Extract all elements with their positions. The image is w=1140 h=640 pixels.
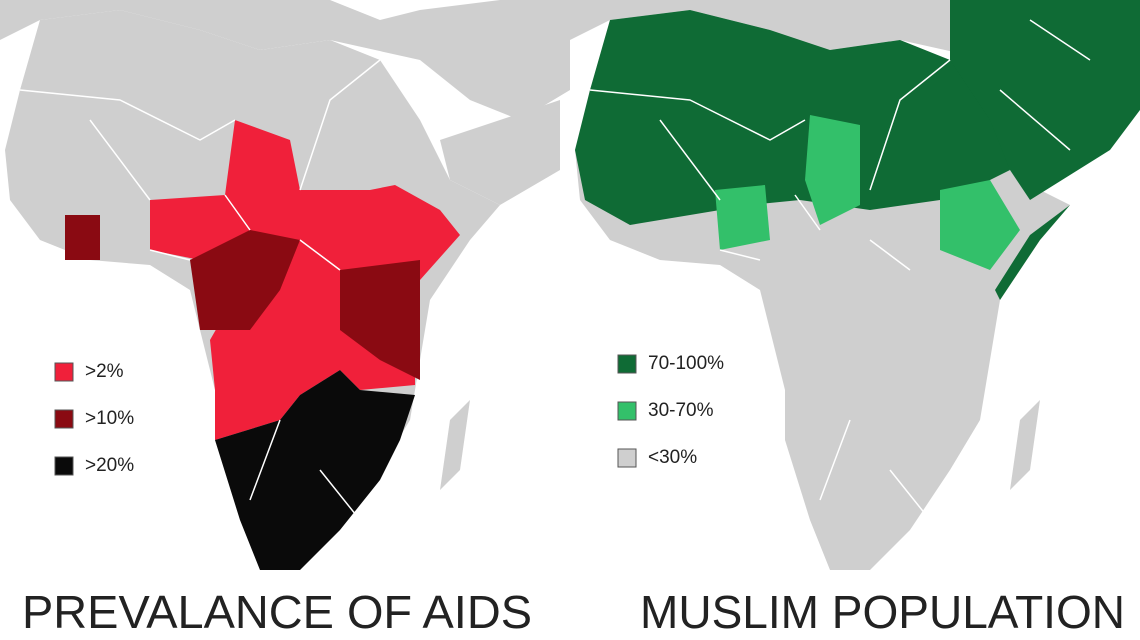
legend-swatch [617,354,637,374]
madagascar [440,400,470,490]
arabia [440,100,560,205]
legend-swatch [617,448,637,468]
region-higher [65,215,100,260]
legend-label: 30-70% [648,400,714,421]
legends-and-titles: >2% >10% >20% PREVALANCE OF AIDS 70-100% 30-7… [22,353,1125,638]
region-higher [340,260,420,380]
legend-label: <30% [648,447,697,468]
madagascar [1010,400,1040,490]
region-higher [190,230,300,330]
map-title: PREVALANCE OF AIDS [22,586,532,638]
legend-swatch [54,362,74,382]
borders [19,59,381,521]
legend-label: >10% [85,408,134,429]
region-mid [940,180,1020,270]
map-title: MUSLIM POPULATION [640,586,1125,638]
region-majority [575,10,1010,225]
legend-label: 70-100% [648,353,724,374]
borders [589,19,1091,521]
europe-asia [0,0,570,120]
legend-label: >2% [85,361,124,382]
muslim-map [570,0,1140,570]
legend-swatch [54,456,74,476]
region-mid [715,185,770,250]
region-highest [215,370,415,570]
region-majority [995,205,1070,300]
legend-swatch [617,401,637,421]
legend-swatch [54,409,74,429]
aids-map [0,0,570,570]
region-mid [805,115,860,225]
legend-label: >20% [85,455,134,476]
